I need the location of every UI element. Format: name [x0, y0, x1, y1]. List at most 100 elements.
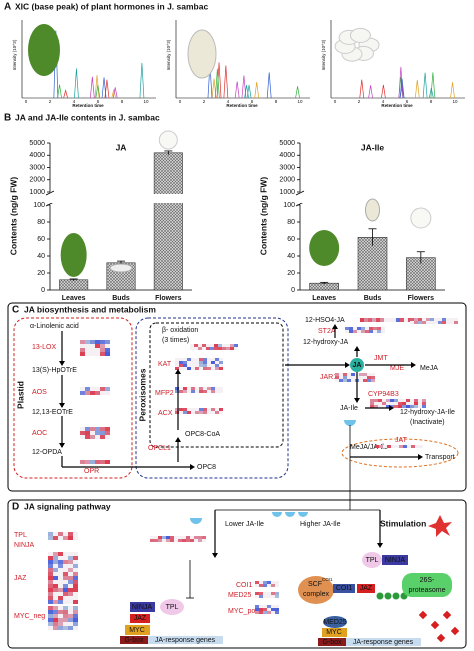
heatmap-cell — [179, 367, 183, 370]
label: COI1 — [236, 582, 252, 589]
heatmap-cell — [48, 584, 53, 588]
peak — [111, 89, 117, 99]
heatmap-cell — [90, 387, 95, 391]
label: MED25 — [323, 619, 346, 626]
heatmap-cell — [105, 460, 110, 464]
heatmap-cell — [219, 390, 223, 393]
heatmap-cell — [357, 327, 361, 330]
heatmap-cell — [339, 379, 343, 382]
heatmap-cell — [360, 318, 364, 322]
heatmap-cell — [73, 576, 78, 580]
label: Lower JA-Ile — [225, 521, 264, 528]
peak — [74, 68, 79, 99]
heatmap-cell — [418, 402, 422, 405]
heatmap-cell — [166, 536, 170, 539]
heatmap-cell — [343, 379, 347, 382]
heatmap-cell — [198, 539, 202, 542]
heatmap-cell — [85, 435, 90, 439]
label: OPC8-CoA — [185, 431, 220, 438]
label: 0 — [334, 99, 337, 104]
label: 12-hydroxy-JA — [303, 339, 348, 346]
label: 2000 — [279, 177, 295, 184]
label: Transport — [425, 454, 455, 461]
peak — [398, 66, 404, 99]
heatmap-cell — [347, 379, 351, 382]
arrow-head — [59, 361, 65, 366]
heatmap-cell — [48, 622, 53, 626]
label: MeJA/JA-Ile — [350, 444, 388, 451]
heatmap-cell — [275, 605, 279, 608]
heatmap-cell — [399, 445, 403, 448]
heatmap-cell — [199, 358, 203, 361]
heatmap-cell — [183, 361, 187, 364]
heatmap-cell — [373, 327, 377, 330]
protein — [322, 628, 347, 637]
label: 6 — [251, 99, 254, 104]
heatmap-cell — [190, 536, 194, 539]
heatmap-cell — [178, 536, 182, 539]
label: 2 — [358, 99, 361, 104]
heatmap-cell — [187, 390, 191, 393]
heatmap-cell — [381, 330, 385, 333]
heatmap-cell — [206, 344, 210, 347]
heatmap-cell — [194, 539, 198, 542]
heatmap-cell — [190, 347, 194, 350]
heatmap-cell — [211, 408, 215, 411]
heatmap-cell — [215, 364, 219, 367]
heatmap-cell — [53, 610, 58, 614]
ubiquitin — [376, 592, 384, 600]
heatmap-cell — [68, 564, 73, 568]
heatmap-cell — [410, 321, 414, 324]
heatmap-cell — [222, 347, 226, 350]
heatmap-cell — [80, 340, 85, 344]
heatmap-cell — [63, 580, 68, 584]
heatmap-cell — [73, 532, 78, 536]
peak — [422, 72, 428, 99]
heatmap-cell — [214, 344, 218, 347]
arrow-head — [190, 464, 195, 470]
peak — [234, 81, 240, 99]
heatmap-cell — [371, 379, 375, 382]
heatmap-cell — [95, 427, 100, 431]
heatmap-cell — [351, 379, 355, 382]
heatmap-cell — [198, 347, 202, 350]
peak — [450, 82, 455, 99]
heatmap-cell — [343, 376, 347, 379]
heatmap-cell — [422, 318, 426, 321]
heatmap-cell — [195, 387, 199, 390]
heatmap-cell — [162, 539, 166, 542]
heatmap-cell — [395, 445, 399, 448]
heatmap-cell — [418, 318, 422, 321]
heatmap-cell — [442, 318, 446, 321]
heatmap-cell — [73, 588, 78, 592]
heatmap-cell — [263, 584, 267, 587]
heatmap-cell — [191, 364, 195, 367]
heatmap-cell — [375, 445, 379, 448]
bar — [309, 282, 339, 291]
label: 3000 — [279, 164, 295, 171]
heatmap-cell — [179, 387, 183, 390]
heatmap-cell — [73, 568, 78, 572]
label: proteasome — [409, 587, 446, 594]
heatmap-cell — [174, 536, 178, 539]
heatmap-cell — [215, 390, 219, 393]
heatmap-cell — [386, 399, 390, 402]
heatmap-cell — [199, 364, 203, 367]
heatmap-cell — [210, 347, 214, 350]
heatmap-cell — [383, 445, 387, 448]
heatmap-cell — [53, 552, 58, 556]
heatmap-cell — [183, 367, 187, 370]
label: MYC — [129, 627, 145, 634]
heatmap-cell — [190, 539, 194, 542]
label: 13(S)-HpOTrE — [32, 367, 77, 374]
heatmap-cell — [191, 390, 195, 393]
heatmap-cell — [48, 618, 53, 622]
heatmap-cell — [63, 560, 68, 564]
heatmap-cell — [414, 321, 418, 324]
heatmap-cell — [58, 622, 63, 626]
heatmap-cell — [48, 560, 53, 564]
heatmap-cell — [402, 402, 406, 405]
heatmap-cell — [53, 560, 58, 564]
label: JA-response genes — [353, 639, 414, 646]
